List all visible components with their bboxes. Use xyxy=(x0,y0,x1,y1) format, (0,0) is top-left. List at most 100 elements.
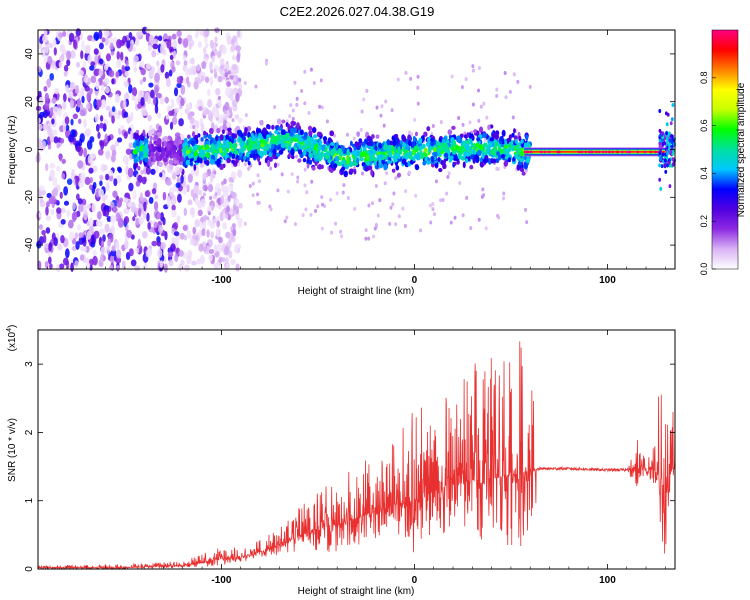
spectrogram-cell xyxy=(175,182,181,189)
spectrogram-cell xyxy=(198,41,202,49)
spectrogram-cell xyxy=(150,151,155,157)
spectrogram-cell xyxy=(451,150,457,155)
spectrogram-cell xyxy=(97,210,102,220)
spectrogram-cell xyxy=(125,148,132,155)
spectrogram-cell xyxy=(109,42,114,51)
spectrogram-cell xyxy=(198,243,204,252)
spectrogram-cell xyxy=(365,154,370,161)
spectrogram-cell xyxy=(153,221,158,229)
spectrogram-cell xyxy=(245,151,250,158)
spectrogram-cell xyxy=(186,34,193,42)
spectrogram-cell xyxy=(130,259,137,267)
spectrogram-cell xyxy=(164,71,170,80)
spectrogram-cell xyxy=(415,131,418,137)
spectrogram-cell xyxy=(318,152,324,158)
spectrogram-cell xyxy=(231,54,236,61)
spectrogram-cell xyxy=(296,179,300,184)
spectrogram-cell xyxy=(225,263,231,269)
spectrogram-y-label: Frequency (Hz) xyxy=(7,116,18,185)
spectrogram-cell xyxy=(287,153,292,158)
spectrogram-cell xyxy=(390,108,394,113)
spectrogram-cell xyxy=(37,139,43,149)
spectrogram-cell xyxy=(132,189,137,200)
spectrogram-cell xyxy=(360,171,364,176)
spectrogram-cell xyxy=(80,87,85,97)
x-tick-label: 100 xyxy=(599,275,616,286)
spectrogram-cell xyxy=(410,156,413,161)
spectrogram-cell xyxy=(391,168,396,173)
spectrogram-cell xyxy=(221,181,225,186)
spectrogram-cell xyxy=(485,115,489,120)
spectrogram-cell xyxy=(231,63,238,71)
spectrogram-cell xyxy=(103,27,110,38)
spectrogram-cell xyxy=(199,157,203,164)
spectrogram-cell xyxy=(204,36,208,44)
spectrogram-cell xyxy=(504,95,508,100)
spectrogram-cell xyxy=(45,227,51,234)
spectrogram-cell xyxy=(528,84,532,89)
spectrogram-cell xyxy=(403,224,407,229)
spectrogram-cell xyxy=(353,206,357,211)
spectrogram-cell xyxy=(317,163,322,170)
spectrogram-cell xyxy=(226,142,231,149)
spectrogram-cell xyxy=(59,191,63,199)
spectrogram-cell xyxy=(90,61,96,67)
spectrogram-cell xyxy=(86,139,93,150)
spectrogram-cell xyxy=(147,114,152,122)
spectrogram-cell xyxy=(658,157,662,162)
spectrogram-cell xyxy=(151,188,157,195)
spectrogram-cell xyxy=(396,77,400,82)
spectrogram-cell xyxy=(296,122,300,129)
spectrogram-cell xyxy=(197,144,201,152)
spectrogram-cell xyxy=(438,137,443,143)
spectrogram-cell xyxy=(207,211,211,216)
spectrogram-cell xyxy=(216,261,221,270)
spectrogram-cell xyxy=(79,109,86,117)
spectrogram-cell xyxy=(594,150,598,154)
spectrogram-cell xyxy=(330,230,334,235)
spectrogram-cell xyxy=(428,147,432,153)
spectrogram-cell xyxy=(58,153,63,162)
y-tick-label: 1 xyxy=(24,497,35,503)
spectrogram-cell xyxy=(502,191,506,196)
spectrogram-x-ticks: -100 0 100 xyxy=(47,30,666,286)
spectrogram-cell xyxy=(319,140,323,145)
spectrogram-cell xyxy=(59,44,66,53)
spectrogram-cell xyxy=(453,215,457,220)
spectrogram-cell xyxy=(450,74,454,79)
spectrogram-cell xyxy=(426,126,431,132)
spectrogram-cell xyxy=(229,151,232,157)
spectrogram-cell xyxy=(320,195,324,200)
spectrogram-cell xyxy=(93,98,98,109)
spectrogram-cell xyxy=(139,192,143,202)
spectrogram-cell xyxy=(176,30,182,37)
spectrogram-cell xyxy=(272,148,277,155)
spectrogram-cell xyxy=(195,120,200,129)
spectrogram-cell xyxy=(207,205,212,212)
spectrogram-cell xyxy=(89,65,95,71)
spectrogram-cell xyxy=(88,217,94,227)
spectrogram-cell xyxy=(664,111,668,116)
spectrogram-cell xyxy=(380,104,384,109)
spectrogram-cell xyxy=(151,240,158,247)
spectrogram-cell xyxy=(124,71,130,77)
spectrogram-cell xyxy=(207,88,211,97)
spectrogram-cell xyxy=(209,195,213,200)
spectrogram-cell xyxy=(395,161,398,166)
spectrogram-cell xyxy=(91,234,95,244)
spectrogram-cell xyxy=(659,148,662,153)
spectrogram-cell xyxy=(285,132,290,138)
spectrogram-cell xyxy=(628,150,632,154)
spectrogram-cell xyxy=(183,235,188,241)
spectrogram-cell xyxy=(219,58,225,66)
spectrogram-cell xyxy=(322,136,328,142)
spectrogram-cell xyxy=(196,63,201,72)
spectrogram-cell xyxy=(523,163,528,170)
spectrogram-cell xyxy=(358,138,363,143)
spectrogram-cell xyxy=(151,128,155,135)
spectrogram-cell xyxy=(135,180,141,187)
spectrogram-cell xyxy=(91,202,97,213)
spectrogram-cell xyxy=(160,64,165,73)
spectrogram-cell xyxy=(238,117,243,124)
